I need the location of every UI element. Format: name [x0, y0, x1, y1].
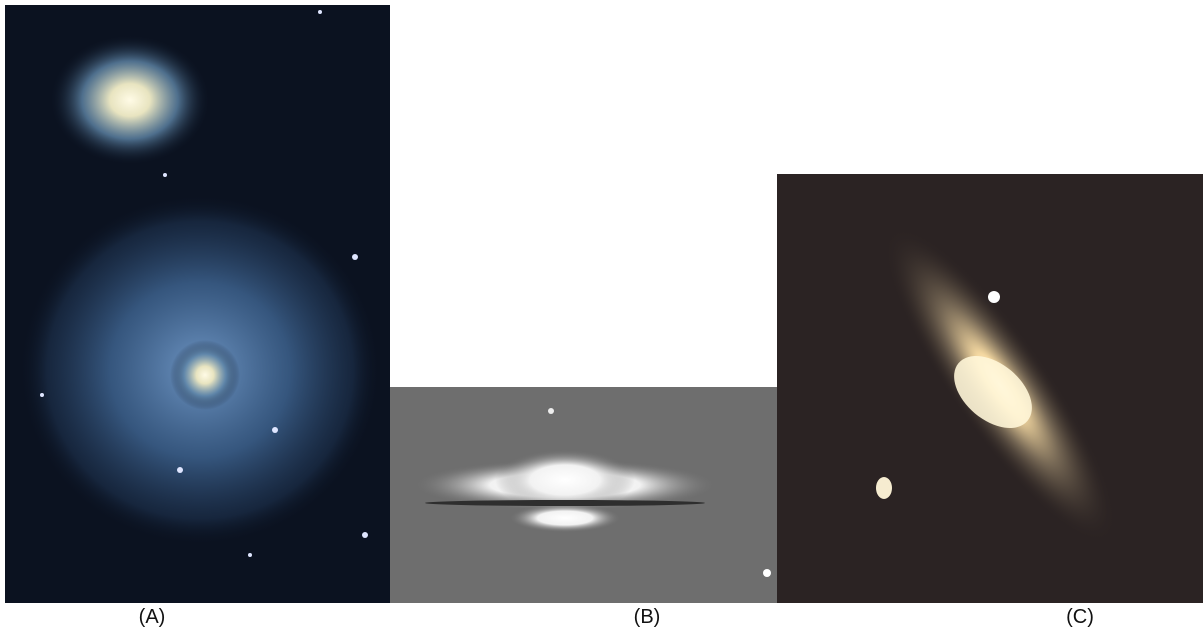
panel-c — [777, 174, 1203, 603]
figure: (A) (B) (C) — [0, 0, 1203, 635]
panel-a — [5, 5, 390, 603]
panel-b — [390, 387, 777, 603]
panel-label: (A) — [139, 606, 166, 628]
panel-label: (C) — [1066, 606, 1094, 628]
panel-label: (B) — [634, 606, 661, 628]
